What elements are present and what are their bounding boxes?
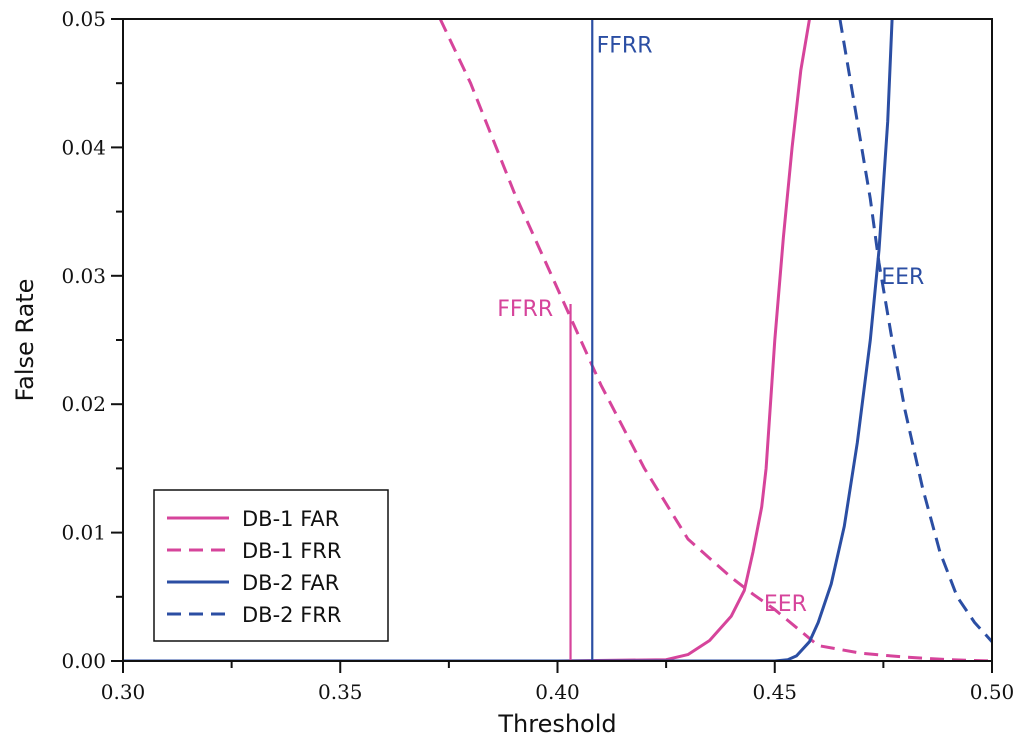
legend-box [153, 489, 389, 642]
x-axis-title: Threshold [497, 710, 616, 738]
y-tick-label: 0.05 [61, 7, 106, 31]
y-tick-label: 0.00 [61, 649, 106, 673]
annotations-layer: FFRR FFRR EER EER [497, 34, 924, 618]
legend-label: DB-1 FAR [242, 507, 339, 531]
legend-label: DB-1 FRR [242, 539, 341, 563]
y-tick-label: 0.01 [61, 521, 106, 545]
x-tick-label: 0.35 [318, 680, 363, 704]
x-tick-label: 0.40 [535, 680, 580, 704]
legend-label: DB-2 FAR [242, 571, 339, 595]
annotation-ffrr-2: FFRR [497, 297, 553, 322]
y-axis-title: False Rate [11, 279, 39, 402]
y-tick-label: 0.04 [61, 135, 106, 159]
series-line-2 [438, 19, 992, 661]
x-tick-label: 0.30 [101, 680, 146, 704]
y-axis: 0.00 0.01 0.02 0.03 0.04 0.05 [61, 7, 123, 673]
y-tick-label: 0.02 [61, 392, 106, 416]
legend: DB-1 FAR DB-1 FRR DB-2 FAR DB-2 FRR [153, 489, 389, 642]
reference-lines [569, 19, 594, 661]
series-line-4 [838, 19, 992, 643]
curves-layer [123, 19, 992, 661]
annotation-ffrr-1: FFRR [597, 34, 653, 59]
series-line-1 [123, 19, 811, 661]
series-line-3 [123, 19, 894, 661]
x-tick-label: 0.45 [752, 680, 797, 704]
y-tick-label: 0.03 [61, 264, 106, 288]
x-axis: 0.30 0.35 0.40 0.45 0.50 [101, 661, 1015, 704]
x-tick-label: 0.50 [970, 680, 1015, 704]
annotation-eer-3: EER [881, 265, 924, 290]
legend-label: DB-2 FRR [242, 603, 341, 627]
annotation-eer-4: EER [764, 592, 807, 617]
